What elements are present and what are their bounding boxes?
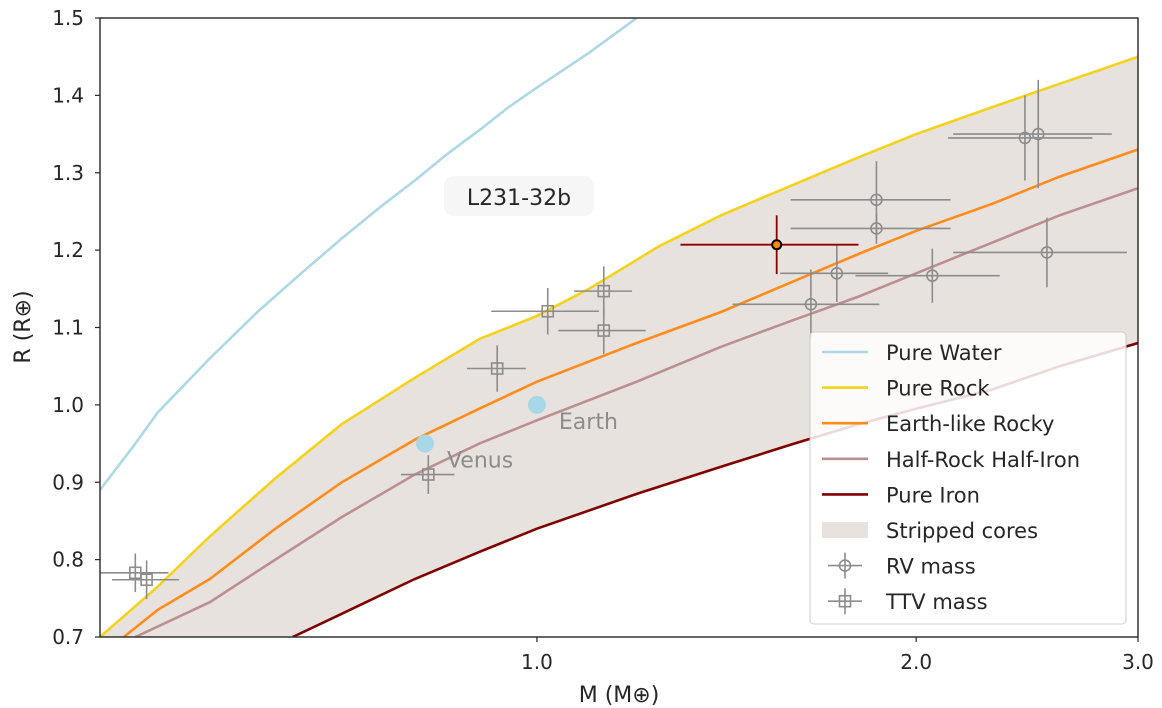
- x-axis-label: M (M⊕): [579, 683, 660, 708]
- planet-earth: [527, 395, 546, 414]
- curve-pure-rock: [100, 55, 1138, 637]
- y-tick-label: 0.9: [52, 470, 84, 494]
- ttv-point: [597, 324, 611, 337]
- x-tick-label: 2.0: [900, 650, 932, 674]
- rv-point: [926, 269, 939, 282]
- ttv-point: [140, 573, 153, 587]
- x-tick-label: 3.0: [1122, 650, 1154, 674]
- y-tick-label: 1.4: [52, 83, 84, 107]
- ttv-point: [597, 284, 611, 298]
- highlight-planet: [680, 215, 859, 275]
- rv-point: [1018, 131, 1032, 145]
- highlight-label-box: [444, 176, 594, 216]
- legend-rv-mass-marker: [838, 559, 852, 572]
- y-axis-ticks: 0.7 0.8 0.9 1.0 1.1 1.2 1.3 1.4 1.5: [52, 6, 100, 649]
- y-tick-label: 1.0: [52, 393, 84, 417]
- ttv-point: [422, 468, 435, 481]
- planet-venus: [415, 434, 434, 453]
- plot-area: Earth Venus: [100, 18, 1138, 637]
- legend-stripped-cores-label: Stripped cores: [886, 519, 1038, 543]
- rv-point: [870, 193, 883, 207]
- rv-point: [1040, 246, 1054, 259]
- y-tick-label: 1.3: [52, 161, 84, 185]
- x-tick-label: 1.0: [521, 650, 553, 674]
- highlight-label: L231-32b: [444, 176, 594, 216]
- rv-point: [804, 297, 818, 311]
- ttv-point: [490, 362, 504, 375]
- curve-earth-like-rocky: [122, 148, 1138, 637]
- legend-pure-water-label: Pure Water: [886, 341, 1002, 365]
- legend-box: [809, 331, 1127, 625]
- legend-pure-rock-label: Pure Rock: [886, 377, 990, 401]
- composition-curves: [100, 18, 1138, 637]
- planet-label-venus: Venus: [447, 449, 513, 474]
- legend-earth-like-rocky-label: Earth-like Rocky: [886, 412, 1054, 436]
- y-tick-label: 1.1: [52, 316, 84, 340]
- stripped-cores-band: [100, 56, 1138, 637]
- legend-ttv-mass-marker: [838, 594, 852, 608]
- legend: Pure Water Pure Rock Earth-like Rocky Half-…: [809, 331, 1127, 625]
- rv-mass-points: [732, 79, 1127, 340]
- highlight-point: [771, 239, 783, 251]
- y-axis-label: R (R⊕): [11, 290, 36, 363]
- ttv-point: [541, 304, 555, 318]
- legend-half-rock-half-iron-label: Half-Rock Half-Iron: [886, 448, 1080, 472]
- rv-point: [1031, 127, 1045, 141]
- planet-label-earth: Earth: [559, 410, 618, 435]
- ttv-point: [129, 566, 142, 580]
- ttv-mass-points: [100, 266, 646, 600]
- legend-ttv-mass-label: TTV mass: [885, 590, 988, 614]
- rv-point: [870, 222, 883, 235]
- solar-system-planets: Earth Venus: [415, 395, 618, 474]
- rv-point: [830, 267, 844, 280]
- y-tick-label: 1.2: [52, 238, 84, 262]
- curve-pure-water: [100, 18, 638, 491]
- legend-rv-mass-label: RV mass: [886, 555, 976, 579]
- x-axis-ticks: 1.0 2.0 3.0: [521, 637, 1154, 674]
- y-tick-label: 0.7: [52, 625, 84, 649]
- legend-pure-iron-label: Pure Iron: [886, 483, 980, 507]
- legend-stripped-cores-swatch: [822, 522, 868, 538]
- highlight-label-text: L231-32b: [467, 186, 571, 211]
- y-tick-label: 1.5: [52, 6, 84, 30]
- y-tick-label: 0.8: [52, 548, 84, 572]
